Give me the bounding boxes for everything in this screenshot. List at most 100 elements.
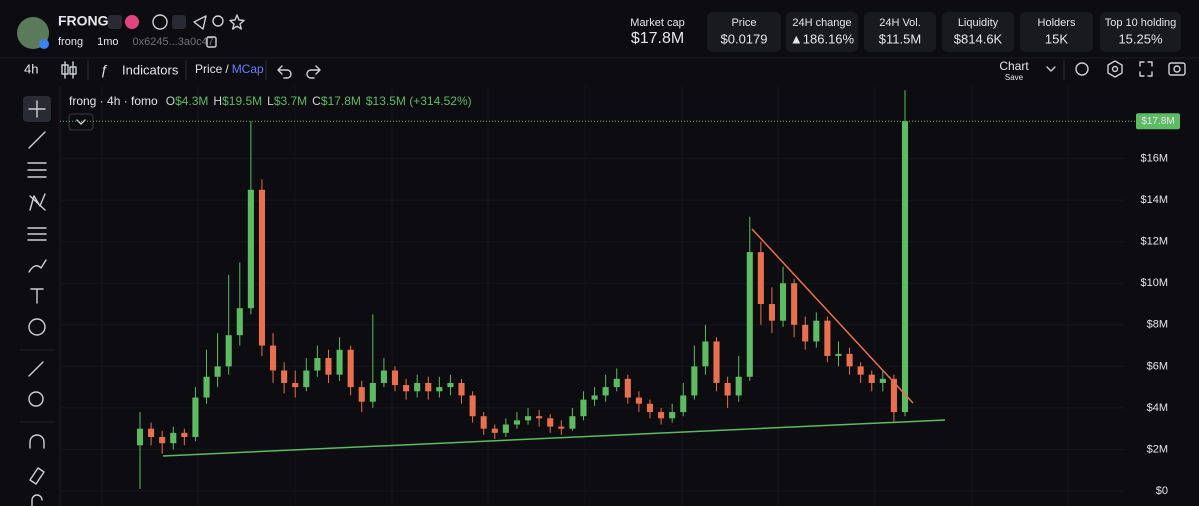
separator: /	[225, 62, 229, 76]
candle-body	[558, 426, 565, 429]
candle-body	[136, 428, 144, 446]
candle-body	[292, 382, 299, 388]
zoom-in-tool[interactable]	[28, 391, 44, 407]
support-trendline	[162, 419, 946, 457]
website-icon[interactable]	[152, 14, 168, 30]
redo-button[interactable]	[306, 65, 321, 79]
pattern-tool[interactable]	[29, 193, 46, 211]
candle-body	[269, 345, 277, 371]
token-address[interactable]: 0x6245...3a0c47	[132, 36, 213, 48]
stat-value: 15.25%	[1118, 31, 1163, 46]
candle-body	[702, 341, 709, 367]
trendline-tool[interactable]	[28, 131, 46, 149]
favorite-icon[interactable]	[229, 14, 245, 30]
stat-label: Top 10 holding	[1105, 17, 1177, 29]
stat-box	[1100, 12, 1181, 52]
fullscreen-button[interactable]	[1139, 61, 1153, 77]
candle-body	[813, 320, 820, 342]
candle-body	[192, 397, 199, 437]
prediction-tool[interactable]	[27, 227, 47, 241]
y-tick-label: $2M	[1147, 443, 1168, 455]
last-price-tag	[1136, 113, 1180, 130]
measure-tool[interactable]	[28, 361, 44, 377]
candle-body	[713, 341, 720, 383]
y-tick-label: $0	[1156, 485, 1168, 497]
price-mcap-toggle[interactable]: Price / MCap	[195, 62, 264, 76]
legend-label: C	[312, 94, 321, 108]
search-icon[interactable]	[212, 15, 224, 27]
legend-value: $13.5M (+314.52%)	[366, 94, 472, 108]
stat-box	[942, 12, 1014, 52]
screenshot-button[interactable]	[1168, 62, 1186, 76]
lock-tool[interactable]	[31, 494, 43, 506]
settings-button[interactable]	[1107, 60, 1123, 78]
text-tool[interactable]	[30, 288, 44, 304]
edit-icon[interactable]	[108, 15, 122, 29]
candle-body	[425, 382, 432, 392]
interval-button[interactable]: 4h	[24, 61, 38, 76]
candle-body	[602, 387, 609, 396]
dropdown-icon[interactable]	[1046, 66, 1056, 72]
stat-box	[1020, 12, 1093, 52]
candle-body	[735, 376, 742, 396]
candle-type-icon[interactable]	[61, 61, 77, 79]
stat-value: ▲186.16%	[790, 31, 855, 46]
drawing-toolbar	[20, 96, 55, 506]
verified-badge	[39, 39, 49, 49]
stat-label: Holders	[1038, 17, 1076, 29]
stat-label: Liquidity	[958, 17, 999, 29]
legend-value: $4.3M	[175, 94, 208, 108]
candle-body	[214, 366, 221, 377]
price-option[interactable]: Price	[195, 62, 223, 76]
candle-body	[247, 189, 254, 309]
candle-body	[369, 382, 376, 402]
legend-value: $17.8M	[321, 94, 361, 108]
zoom-tool[interactable]	[1075, 62, 1089, 76]
indicators-button[interactable]: Indicators	[122, 62, 179, 77]
telegram-icon[interactable]	[193, 15, 207, 30]
stat-value: $11.5M	[879, 31, 921, 46]
mcap-option[interactable]: MCap	[232, 62, 264, 76]
candle-body	[314, 358, 321, 371]
y-tick-label: $10M	[1140, 277, 1168, 289]
token-name: FRONG	[58, 13, 109, 29]
legend-label: L	[267, 94, 274, 108]
candle-body	[746, 252, 753, 377]
pump-icon[interactable]	[125, 15, 139, 29]
brush-tool[interactable]	[28, 259, 47, 273]
stat-value: $17.8M	[631, 30, 684, 47]
candle-body	[835, 353, 842, 356]
x-icon[interactable]	[172, 15, 186, 29]
emoji-tool[interactable]	[28, 318, 46, 336]
stat-label: 24H Vol.	[879, 17, 921, 29]
lock-drawings-tool[interactable]	[29, 467, 45, 485]
fib-tool[interactable]	[27, 162, 47, 178]
indicators-icon[interactable]: ƒ	[100, 62, 108, 78]
y-tick-label: $14M	[1140, 194, 1168, 206]
legend-value: $19.5M	[222, 94, 262, 108]
chart-layout-button[interactable]: Chart	[999, 59, 1029, 73]
crosshair-tool[interactable]	[28, 100, 46, 118]
legend-label: O	[166, 94, 175, 108]
legend-collapse[interactable]	[68, 113, 94, 131]
candle-body	[569, 416, 576, 429]
save-label[interactable]: Save	[1005, 73, 1024, 82]
stat-label: Price	[731, 17, 756, 29]
y-tick-label: $4M	[1147, 402, 1168, 414]
candle-body	[846, 353, 853, 367]
stat-box	[864, 12, 936, 52]
candle-body	[303, 370, 310, 388]
candle-body	[347, 349, 354, 388]
candle-body	[148, 428, 155, 437]
candle-body	[724, 382, 731, 396]
copy-icon[interactable]	[206, 36, 217, 48]
candle-body	[669, 412, 676, 419]
undo-button[interactable]	[277, 65, 292, 79]
candle-body	[658, 412, 665, 419]
candle-body	[181, 432, 188, 437]
candle-body	[281, 370, 288, 383]
magnet-tool[interactable]	[29, 434, 45, 449]
